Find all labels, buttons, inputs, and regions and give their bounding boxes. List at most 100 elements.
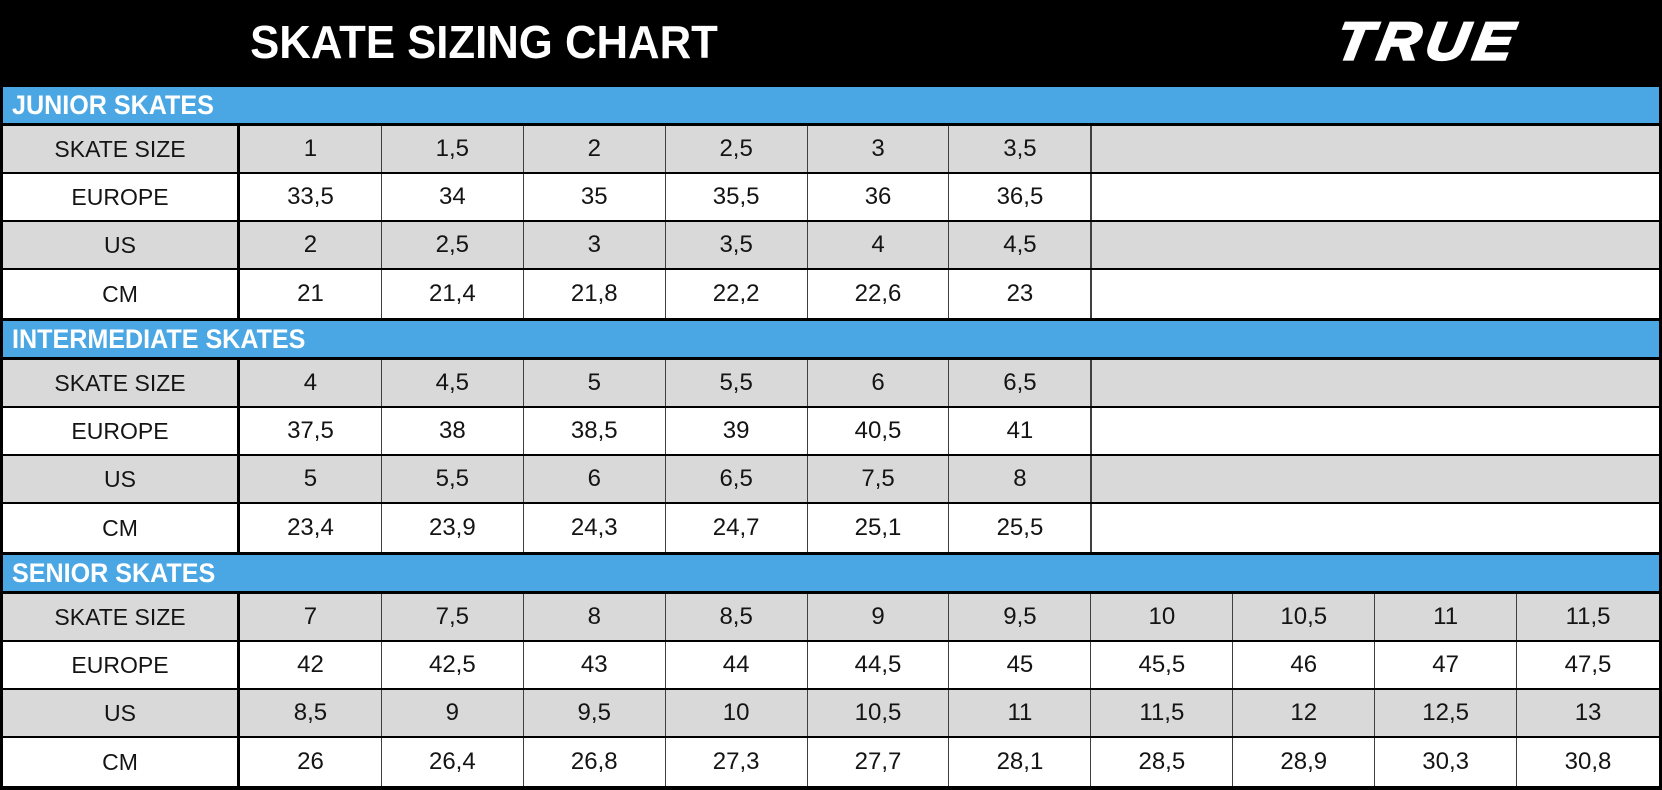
empty-filler-cell: [1091, 360, 1659, 406]
size-value-cell: 47: [1375, 642, 1518, 688]
row-label: US: [3, 456, 240, 502]
size-value-cell: 7,5: [808, 456, 950, 502]
table-row: EUROPE 42 42,5 43 44 44,5 45 45,5 46 47 47,5: [3, 642, 1659, 690]
row-label: CM: [3, 504, 240, 552]
table-row: SKATE SIZE 7 7,5 8 8,5 9 9,5 10 10,5 11 11,5: [3, 594, 1659, 642]
table-row: US 2 2,5 3 3,5 4 4,5: [3, 222, 1659, 270]
size-value-cell: 10: [1091, 594, 1234, 640]
size-value-cell: 42: [240, 642, 382, 688]
size-value-cell: 33,5: [240, 174, 382, 220]
size-value-cell: 30,8: [1564, 748, 1612, 775]
size-value-cell: 3,5: [949, 126, 1092, 172]
row-label: EUROPE: [3, 408, 240, 454]
size-value-cell: 6,5: [949, 360, 1092, 406]
section-junior: JUNIOR SKATES SKATE SIZE 1 1,5 2 2,5 3 3,5 EURO…: [3, 84, 1659, 318]
size-value-cell: 11: [949, 690, 1092, 736]
size-value-cell: 35,5: [666, 174, 808, 220]
table-row: US 5 5,5 6 6,5 7,5 8: [3, 456, 1659, 504]
size-value-cell: 12: [1233, 690, 1376, 736]
size-value-cell: 2: [240, 222, 382, 268]
size-value-cell: 1,5: [382, 126, 524, 172]
size-value-cell: 10,5: [1233, 594, 1376, 640]
size-value-cell: 43: [524, 642, 666, 688]
size-value-cell: 21: [240, 270, 382, 318]
size-value-cell: 1: [240, 126, 382, 172]
section-title: SENIOR SKATES: [12, 557, 216, 588]
size-value-cell: 3: [524, 222, 666, 268]
size-value-cell: 45,5: [1091, 642, 1234, 688]
section-title: JUNIOR SKATES: [12, 89, 214, 120]
row-label: US: [3, 690, 240, 736]
size-value-cell: 7: [240, 594, 382, 640]
empty-filler-cell: [1091, 408, 1659, 454]
size-value-cell: 4,5: [949, 222, 1092, 268]
size-value-cell: 21,4: [382, 270, 524, 318]
size-value-cell: 47,5: [1564, 651, 1612, 678]
size-value-cell: 7,5: [382, 594, 524, 640]
size-value-cell: 11,5: [1565, 603, 1611, 630]
section-header-senior: SENIOR SKATES: [3, 552, 1659, 594]
true-logo: TRUE: [1331, 0, 1526, 84]
true-brand-wordmark: TRUE: [1331, 10, 1526, 72]
size-value-cell: 23,4: [240, 504, 382, 552]
size-value-cell: 35: [524, 174, 666, 220]
row-label: SKATE SIZE: [3, 594, 240, 640]
size-value-cell: 44: [666, 642, 808, 688]
empty-filler-cell: [1091, 174, 1659, 220]
table-row: SKATE SIZE 4 4,5 5 5,5 6 6,5: [3, 360, 1659, 408]
size-value-cell: 30,3: [1375, 738, 1518, 786]
size-value-cell: 26: [240, 738, 382, 786]
table-row: CM 21 21,4 21,8 22,2 22,6 23: [3, 270, 1659, 318]
size-value-cell: 8: [949, 456, 1092, 502]
empty-filler-cell: [1091, 222, 1659, 268]
size-value-cell: 28,5: [1091, 738, 1234, 786]
size-value-cell: 8,5: [240, 690, 382, 736]
row-label: EUROPE: [3, 642, 240, 688]
size-value-cell: 27,7: [808, 738, 950, 786]
section-senior: SENIOR SKATES SKATE SIZE 7 7,5 8 8,5 9 9,5 10 10…: [3, 552, 1659, 786]
row-label: SKATE SIZE: [3, 126, 240, 172]
size-value-cell: 28,9: [1233, 738, 1376, 786]
size-value-cell: 11,5: [1091, 690, 1234, 736]
row-label: CM: [3, 270, 240, 318]
size-value-cell: 3: [808, 126, 950, 172]
size-value-cell: 37,5: [240, 408, 382, 454]
size-value-cell: 39: [666, 408, 808, 454]
chart-header: SKATE SIZING CHART TRUE: [3, 0, 1659, 84]
size-value-cell: 9,5: [949, 594, 1092, 640]
size-value-cell: 11: [1375, 594, 1518, 640]
size-value-cell: 6,5: [666, 456, 808, 502]
size-value-cell: 41: [949, 408, 1092, 454]
size-value-cell: 26,4: [382, 738, 524, 786]
size-value-cell: 5: [524, 360, 666, 406]
size-value-cell: 23: [949, 270, 1092, 318]
size-value-cell: 36,5: [949, 174, 1092, 220]
table-row: EUROPE 37,5 38 38,5 39 40,5 41: [3, 408, 1659, 456]
size-value-cell: 6: [524, 456, 666, 502]
size-value-cell: 2,5: [382, 222, 524, 268]
size-value-cell: 34: [382, 174, 524, 220]
size-value-cell: 40,5: [808, 408, 950, 454]
table-row: CM 26 26,4 26,8 27,3 27,7 28,1 28,5 28,9 30,3 30,8: [3, 738, 1659, 786]
size-value-cell: 8,5: [666, 594, 808, 640]
size-value-cell: 4: [240, 360, 382, 406]
size-value-cell: 12,5: [1375, 690, 1518, 736]
row-label: EUROPE: [3, 174, 240, 220]
size-value-cell: 26,8: [524, 738, 666, 786]
size-value-cell: 8: [524, 594, 666, 640]
empty-filler-cell: [1091, 126, 1659, 172]
table-row: EUROPE 33,5 34 35 35,5 36 36,5: [3, 174, 1659, 222]
size-value-cell: 9: [382, 690, 524, 736]
size-value-cell: 28,1: [949, 738, 1092, 786]
size-value-cell: 9: [808, 594, 950, 640]
size-value-cell: 24,7: [666, 504, 808, 552]
section-intermediate: INTERMEDIATE SKATES SKATE SIZE 4 4,5 5 5,5 6 6…: [3, 318, 1659, 552]
section-header-junior: JUNIOR SKATES: [3, 84, 1659, 126]
row-label: SKATE SIZE: [3, 360, 240, 406]
row-label: CM: [3, 738, 240, 786]
size-value-cell: 24,3: [524, 504, 666, 552]
section-title: INTERMEDIATE SKATES: [12, 323, 306, 354]
page-title: SKATE SIZING CHART: [250, 16, 718, 68]
size-value-cell: 5,5: [382, 456, 524, 502]
